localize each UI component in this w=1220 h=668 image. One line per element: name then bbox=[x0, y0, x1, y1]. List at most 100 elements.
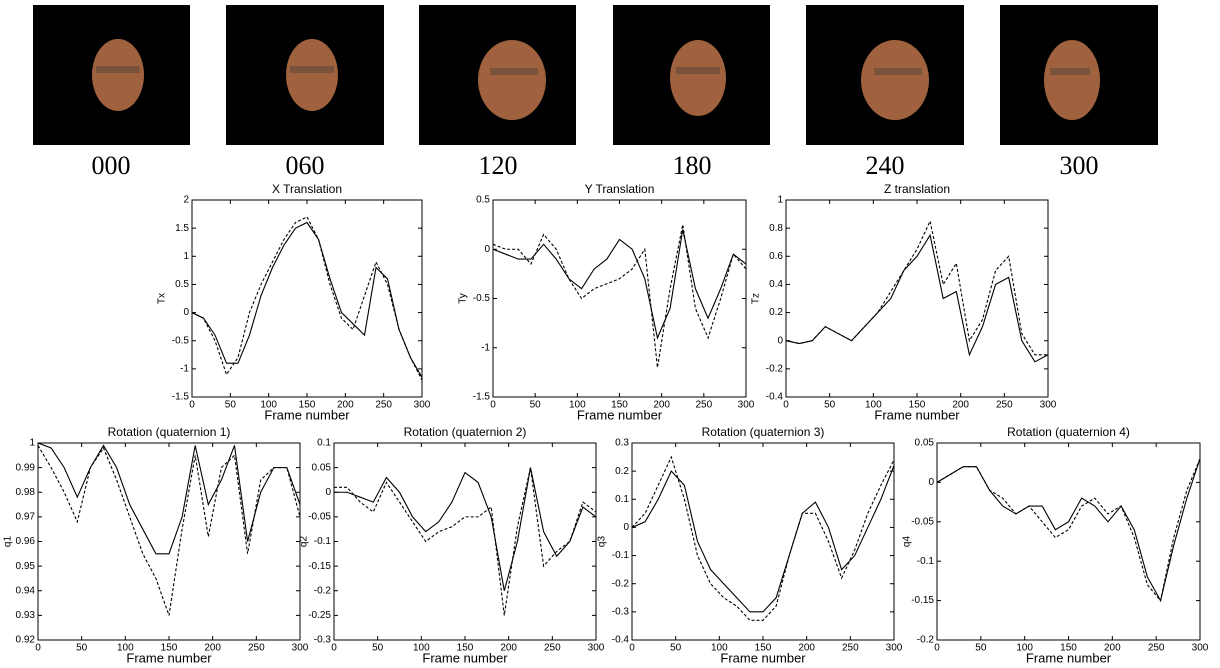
frame-image bbox=[1000, 5, 1158, 145]
y-tick-label: 0.4 bbox=[769, 279, 783, 290]
x-tick-label: 0 bbox=[189, 400, 195, 411]
x-tick-label: 250 bbox=[695, 400, 712, 411]
frame-label: 060 bbox=[286, 151, 325, 180]
x-tick-label: 300 bbox=[738, 400, 755, 411]
x-tick-label: 50 bbox=[76, 643, 88, 654]
x-tick-label: 300 bbox=[1192, 643, 1209, 654]
y-tick-label: -0.5 bbox=[473, 293, 491, 304]
chart-title: Z translation bbox=[884, 182, 950, 196]
y-tick-label: 2 bbox=[183, 195, 189, 206]
y-tick-label: 1 bbox=[777, 195, 783, 206]
x-tick-label: 50 bbox=[670, 643, 682, 654]
x-axis-label: Frame number bbox=[264, 407, 350, 422]
y-tick-label: -0.05 bbox=[308, 512, 331, 523]
x-tick-label: 100 bbox=[260, 400, 277, 411]
y-tick-label: -0.2 bbox=[612, 578, 630, 589]
y-tick-label: 0.2 bbox=[615, 466, 629, 477]
x-tick-label: 150 bbox=[1060, 643, 1077, 654]
y-tick-label: 0.99 bbox=[16, 462, 36, 473]
y-axis-label: q2 bbox=[299, 536, 310, 548]
x-tick-label: 250 bbox=[842, 643, 859, 654]
y-tick-label: -0.3 bbox=[314, 635, 332, 646]
x-tick-label: 300 bbox=[414, 400, 431, 411]
y-tick-label: -0.2 bbox=[314, 585, 332, 596]
y-tick-label: 0.93 bbox=[16, 610, 36, 621]
x-axis-label: Frame number bbox=[874, 407, 960, 422]
frame-image bbox=[806, 5, 964, 145]
y-tick-label: 0 bbox=[325, 487, 331, 498]
x-tick-label: 150 bbox=[299, 400, 316, 411]
y-tick-label: 0.96 bbox=[16, 536, 36, 547]
y-tick-label: 1 bbox=[183, 251, 189, 262]
x-tick-label: 300 bbox=[1040, 400, 1057, 411]
x-tick-label: 100 bbox=[865, 400, 882, 411]
x-tick-label: 250 bbox=[375, 400, 392, 411]
frame-image bbox=[226, 5, 384, 145]
x-axis-label: Frame number bbox=[126, 650, 212, 665]
y-tick-label: -0.1 bbox=[314, 536, 332, 547]
y-tick-label: 1.5 bbox=[175, 223, 189, 234]
x-tick-label: 300 bbox=[886, 643, 903, 654]
y-tick-label: 0.8 bbox=[769, 223, 783, 234]
y-tick-label: 0.2 bbox=[769, 307, 783, 318]
x-tick-label: 200 bbox=[653, 400, 670, 411]
y-tick-label: 0.94 bbox=[16, 585, 36, 596]
frame-image bbox=[33, 5, 190, 145]
y-tick-label: -0.05 bbox=[911, 516, 934, 527]
x-tick-label: 150 bbox=[611, 400, 628, 411]
y-tick-label: 0 bbox=[484, 244, 490, 255]
data-line bbox=[191, 216, 423, 381]
y-tick-label: -0.2 bbox=[766, 363, 784, 374]
frame-label: 120 bbox=[479, 151, 518, 180]
x-tick-label: 0 bbox=[629, 643, 635, 654]
y-tick-label: -0.3 bbox=[612, 606, 630, 617]
plot-frame bbox=[492, 199, 747, 398]
x-tick-label: 200 bbox=[500, 643, 517, 654]
y-axis-label: q1 bbox=[3, 536, 14, 548]
x-tick-label: 0 bbox=[490, 400, 496, 411]
y-tick-label: -0.15 bbox=[308, 561, 331, 572]
chart-title: Rotation (quaternion 1) bbox=[108, 425, 231, 439]
y-axis-label: Ty bbox=[458, 293, 469, 304]
y-tick-label: 0 bbox=[183, 307, 189, 318]
frame-label: 000 bbox=[92, 151, 131, 180]
chart-title: Rotation (quaternion 2) bbox=[404, 425, 527, 439]
x-tick-label: 200 bbox=[337, 400, 354, 411]
frame-label: 300 bbox=[1060, 151, 1099, 180]
data-line bbox=[492, 224, 747, 368]
x-tick-label: 0 bbox=[783, 400, 789, 411]
y-tick-label: 0.5 bbox=[476, 195, 490, 206]
y-tick-label: -0.1 bbox=[917, 556, 935, 567]
x-tick-label: 0 bbox=[934, 643, 940, 654]
plot-frame bbox=[785, 199, 1049, 398]
x-axis-label: Frame number bbox=[577, 407, 663, 422]
y-tick-label: 0.6 bbox=[769, 251, 783, 262]
chart-title: Y Translation bbox=[585, 182, 655, 196]
data-line bbox=[936, 458, 1201, 602]
y-tick-label: -1.5 bbox=[172, 392, 190, 403]
y-tick-label: -0.4 bbox=[612, 635, 630, 646]
plot-frame bbox=[37, 442, 301, 641]
x-tick-label: 50 bbox=[975, 643, 987, 654]
y-tick-label: -0.25 bbox=[308, 610, 331, 621]
y-tick-label: 0.05 bbox=[312, 462, 332, 473]
x-tick-label: 150 bbox=[909, 400, 926, 411]
chart-title: X Translation bbox=[272, 182, 342, 196]
y-tick-label: 0.05 bbox=[915, 438, 935, 449]
x-tick-label: 100 bbox=[413, 643, 430, 654]
x-tick-label: 50 bbox=[225, 400, 237, 411]
x-tick-label: 200 bbox=[204, 643, 221, 654]
data-line bbox=[334, 467, 597, 591]
y-axis-label: q3 bbox=[597, 536, 608, 548]
frame-image bbox=[613, 5, 770, 145]
data-line bbox=[37, 442, 301, 555]
x-tick-label: 300 bbox=[588, 643, 605, 654]
x-tick-label: 100 bbox=[117, 643, 134, 654]
plot-frame bbox=[936, 442, 1201, 641]
x-tick-label: 250 bbox=[996, 400, 1013, 411]
data-line bbox=[785, 219, 1048, 356]
x-tick-label: 100 bbox=[711, 643, 728, 654]
y-tick-label: 0.1 bbox=[317, 438, 331, 449]
x-axis-label: Frame number bbox=[720, 650, 806, 665]
y-tick-label: 0 bbox=[777, 335, 783, 346]
